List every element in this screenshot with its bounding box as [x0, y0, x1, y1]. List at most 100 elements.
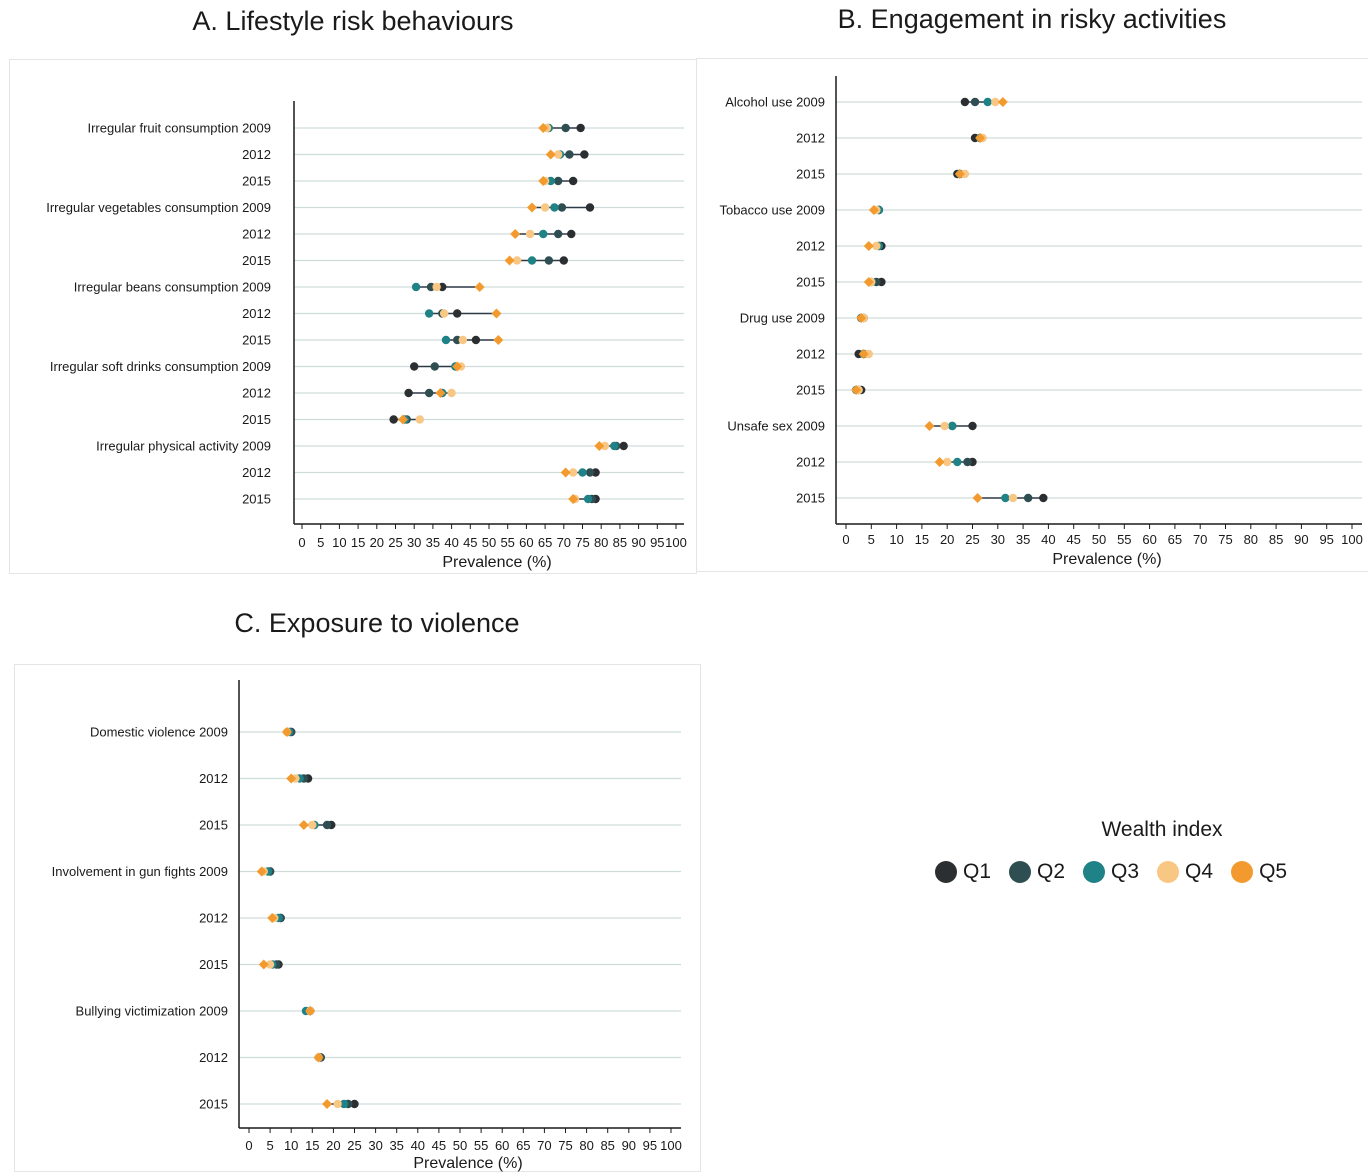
row-label: 2012 [242, 147, 271, 162]
legend-item-q2: Q2 [1009, 860, 1065, 884]
data-point-q3 [441, 335, 451, 345]
x-tick-label: 90 [1294, 532, 1308, 547]
x-tick-label: 40 [1041, 532, 1055, 547]
x-tick-label: 25 [347, 1138, 361, 1153]
x-tick-label: 65 [1168, 532, 1182, 547]
data-point-q5 [568, 494, 579, 504]
data-point-q4 [960, 169, 970, 179]
data-point-q2 [553, 229, 563, 239]
data-point-q2 [322, 820, 332, 830]
x-tick-label: 30 [368, 1138, 382, 1153]
row-label: Irregular physical activity 2009 [96, 439, 271, 454]
legend-item-q1: Q1 [935, 860, 991, 884]
data-point-q5 [435, 388, 446, 398]
data-point-q3 [339, 1099, 349, 1109]
data-point-q4 [447, 388, 456, 398]
legend-label: Q1 [963, 860, 992, 883]
chart-a: Irregular fruit consumption 2009 2012 2015… [46, 101, 687, 571]
x-tick-label: 85 [600, 1138, 614, 1153]
row-label: 2015 [242, 412, 271, 427]
x-tick-label: 95 [1319, 532, 1333, 547]
data-point-q1 [471, 335, 481, 345]
x-tick-label: 90 [631, 535, 645, 550]
legend-items: Q1 Q2 Q3 Q4 Q5 [935, 860, 1335, 884]
data-point-q3 [527, 256, 537, 265]
x-tick-label: 65 [538, 535, 552, 550]
row-label: 2015 [199, 818, 228, 833]
data-point-q5 [538, 123, 549, 133]
row-label: Alcohol use 2009 [725, 95, 825, 110]
data-point-q5 [545, 149, 556, 160]
x-tick-label: 70 [537, 1138, 551, 1153]
data-point-q5 [491, 308, 502, 319]
data-point-q3 [578, 468, 587, 477]
row-label: 2015 [199, 1097, 228, 1112]
row-label: 2012 [796, 347, 825, 362]
x-tick-label: 10 [332, 535, 346, 550]
data-point-q4 [439, 309, 449, 318]
legend-swatch [1009, 861, 1032, 883]
row-label: Irregular fruit consumption 2009 [87, 121, 271, 136]
x-tick-label: 75 [575, 535, 589, 550]
row-label: Tobacco use 2009 [719, 203, 825, 218]
row-label: 2015 [796, 167, 825, 182]
data-point-q3 [424, 309, 434, 318]
legend-swatch [1231, 861, 1254, 883]
data-point-q3 [583, 494, 593, 504]
data-point-q5 [856, 313, 867, 323]
data-point-q5 [281, 727, 292, 737]
x-tick-label: 80 [594, 535, 608, 550]
data-point-q5 [267, 913, 278, 923]
data-point-q5 [924, 421, 935, 431]
x-tick-label: 30 [991, 532, 1005, 547]
legend-label: Q4 [1185, 860, 1214, 883]
data-point-q4 [940, 421, 949, 431]
data-point-q5 [313, 1052, 324, 1063]
x-tick-label: 45 [463, 535, 477, 550]
x-tick-label: 100 [1341, 532, 1363, 547]
x-axis-title: Prevalence (%) [1052, 551, 1161, 568]
data-point-q1 [580, 150, 589, 159]
data-point-q1 [960, 97, 970, 107]
data-point-q4 [265, 960, 275, 969]
x-tick-label: 95 [650, 535, 664, 550]
x-tick-label: 35 [426, 535, 440, 550]
x-tick-label: 0 [245, 1138, 252, 1153]
x-tick-label: 45 [1066, 532, 1080, 547]
data-point-q5 [851, 385, 862, 395]
x-tick-label: 20 [940, 532, 954, 547]
data-point-q4 [415, 415, 425, 424]
x-tick-label: 100 [665, 535, 687, 550]
row-label: 2012 [199, 911, 228, 926]
data-point-q4 [432, 282, 441, 292]
data-point-q1 [568, 176, 578, 186]
x-axis-title: Prevalence (%) [413, 1155, 522, 1172]
data-point-q3 [550, 203, 559, 212]
x-tick-label: 85 [613, 535, 627, 550]
row-label: 2012 [242, 227, 271, 242]
data-point-q4 [333, 1099, 342, 1109]
panel-b-title: B. Engagement in risky activities [837, 4, 1227, 34]
x-tick-label: 5 [266, 1138, 273, 1153]
row-label: 2015 [796, 275, 825, 290]
data-point-q2 [557, 203, 567, 212]
x-tick-label: 50 [482, 535, 496, 550]
x-tick-label: 15 [305, 1138, 319, 1153]
data-point-q2 [561, 123, 570, 133]
data-point-q4 [553, 150, 563, 159]
x-tick-label: 55 [1117, 532, 1131, 547]
data-point-q5 [538, 176, 549, 186]
row-label: 2012 [242, 465, 271, 480]
x-tick-label: 70 [1193, 532, 1207, 547]
x-tick-label: 20 [370, 535, 384, 550]
data-point-q5 [934, 457, 945, 467]
data-point-q1 [576, 123, 585, 133]
data-point-q5 [493, 335, 504, 345]
data-point-q1 [1039, 493, 1048, 503]
legend-swatch [935, 861, 957, 883]
data-point-q5 [322, 1099, 333, 1109]
panel-c-title: C. Exposure to violence [234, 608, 520, 638]
x-tick-label: 10 [284, 1138, 298, 1153]
legend-item-q5: Q5 [1231, 860, 1287, 884]
data-point-q5 [975, 133, 986, 143]
